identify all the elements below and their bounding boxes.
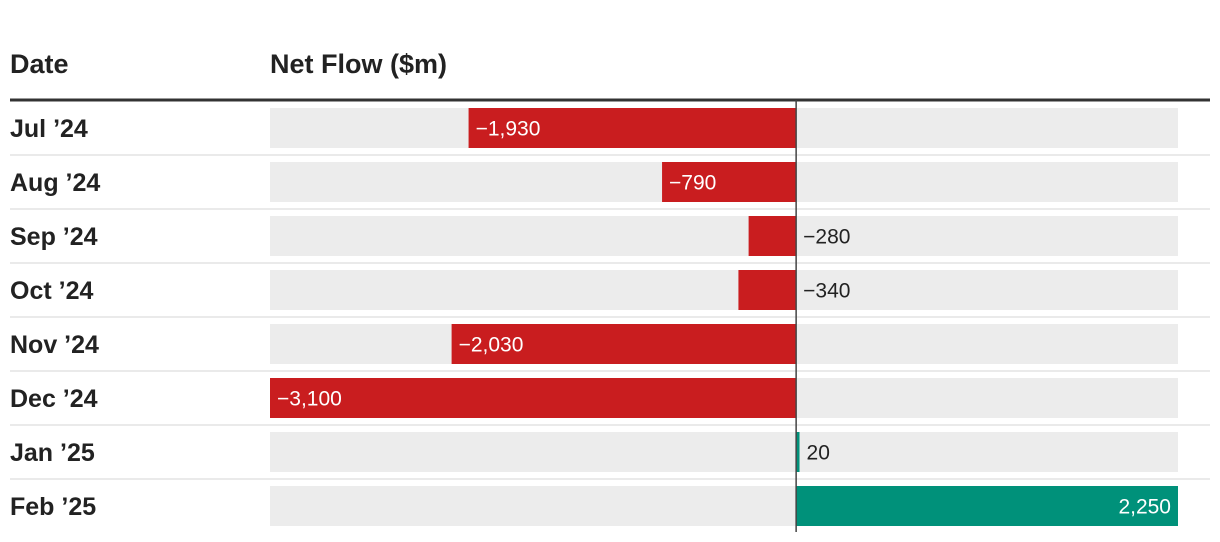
bar-negative bbox=[270, 378, 797, 418]
net-flow-column-header: Net Flow ($m) bbox=[270, 49, 447, 79]
bar-row: Nov ’24 −2,030 bbox=[10, 316, 1210, 364]
bar-negative bbox=[738, 270, 797, 310]
data-label: 20 bbox=[807, 442, 830, 465]
bar-positive bbox=[796, 432, 800, 472]
bar-negative bbox=[468, 108, 797, 148]
bar-negative bbox=[662, 162, 797, 202]
data-label: −2,030 bbox=[459, 334, 524, 357]
category-label: Jul ’24 bbox=[10, 115, 88, 143]
category-label: Aug ’24 bbox=[10, 169, 100, 197]
bar-track bbox=[270, 216, 1178, 256]
data-label: −1,930 bbox=[476, 118, 541, 141]
bar-positive bbox=[796, 486, 1178, 526]
bar-negative bbox=[451, 324, 797, 364]
category-label: Dec ’24 bbox=[10, 385, 98, 413]
bar-track bbox=[270, 432, 1178, 472]
bar-row: Aug ’24 −790 bbox=[10, 154, 1210, 202]
data-label: −790 bbox=[669, 172, 716, 195]
date-column-header: Date bbox=[10, 49, 69, 79]
bar-row: Jul ’24 −1,930 bbox=[10, 108, 1178, 148]
data-label: −3,100 bbox=[277, 388, 342, 411]
bar-track bbox=[270, 270, 1178, 310]
bar-row: Sep ’24 −280 bbox=[10, 208, 1210, 256]
bar-row: Oct ’24 −340 bbox=[10, 262, 1210, 310]
category-label: Feb ’25 bbox=[10, 493, 96, 521]
category-label: Sep ’24 bbox=[10, 223, 98, 251]
chart-rows: Jul ’24 −1,930 Aug ’24 −790 Sep ’24 −280 Oct ’… bbox=[10, 108, 1210, 526]
bar-row: Dec ’24 −3,100 bbox=[10, 370, 1210, 418]
bar-row: Feb ’25 2,250 bbox=[10, 478, 1210, 526]
data-label: −280 bbox=[803, 226, 850, 249]
category-label: Jan ’25 bbox=[10, 439, 95, 467]
data-label: 2,250 bbox=[1118, 496, 1171, 519]
bar-negative bbox=[748, 216, 797, 256]
data-label: −340 bbox=[803, 280, 850, 303]
bar-row: Jan ’25 20 bbox=[10, 424, 1210, 472]
category-label: Nov ’24 bbox=[10, 331, 99, 359]
category-label: Oct ’24 bbox=[10, 277, 93, 305]
